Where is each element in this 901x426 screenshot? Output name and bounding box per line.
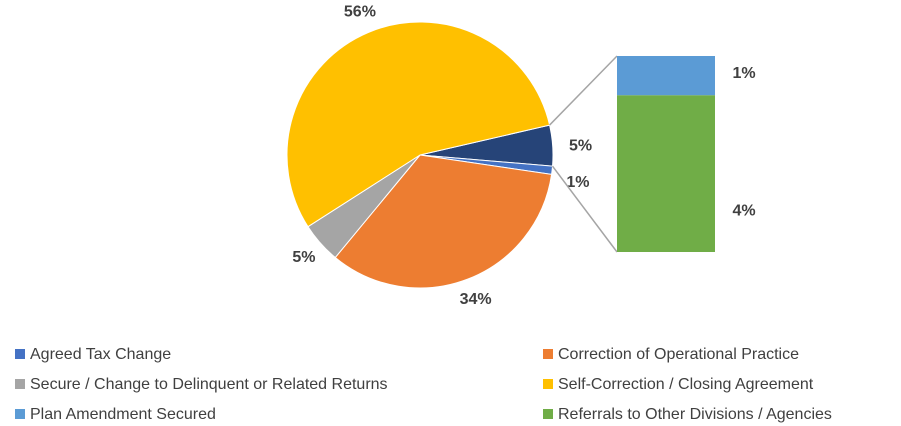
legend-swatch: [15, 349, 25, 359]
data-label: 5%: [569, 138, 592, 155]
legend-label: Correction of Operational Practice: [558, 346, 799, 363]
legend-label: Plan Amendment Secured: [30, 406, 216, 423]
bar-segment: [617, 56, 715, 96]
data-label: 1%: [566, 174, 589, 191]
legend-swatch: [543, 349, 553, 359]
legend-label: Secure / Change to Delinquent or Related…: [30, 376, 388, 393]
pie-slice: [286, 21, 551, 228]
connector: [551, 165, 618, 253]
legend-swatch: [15, 409, 25, 419]
connector: [549, 55, 618, 126]
bar-segment: [617, 95, 715, 252]
data-label: 34%: [460, 291, 492, 308]
data-label: 1%: [732, 65, 755, 82]
legend-swatch: [15, 379, 25, 389]
data-label: 56%: [344, 3, 376, 20]
data-label: 4%: [732, 202, 755, 219]
data-label: 5%: [292, 249, 315, 266]
legend-swatch: [543, 409, 553, 419]
legend-label: Agreed Tax Change: [30, 346, 171, 363]
pie-slice: [334, 154, 553, 289]
legend-label: Self-Correction / Closing Agreement: [558, 376, 814, 393]
legend-swatch: [543, 379, 553, 389]
legend-label: Referrals to Other Divisions / Agencies: [558, 406, 832, 423]
